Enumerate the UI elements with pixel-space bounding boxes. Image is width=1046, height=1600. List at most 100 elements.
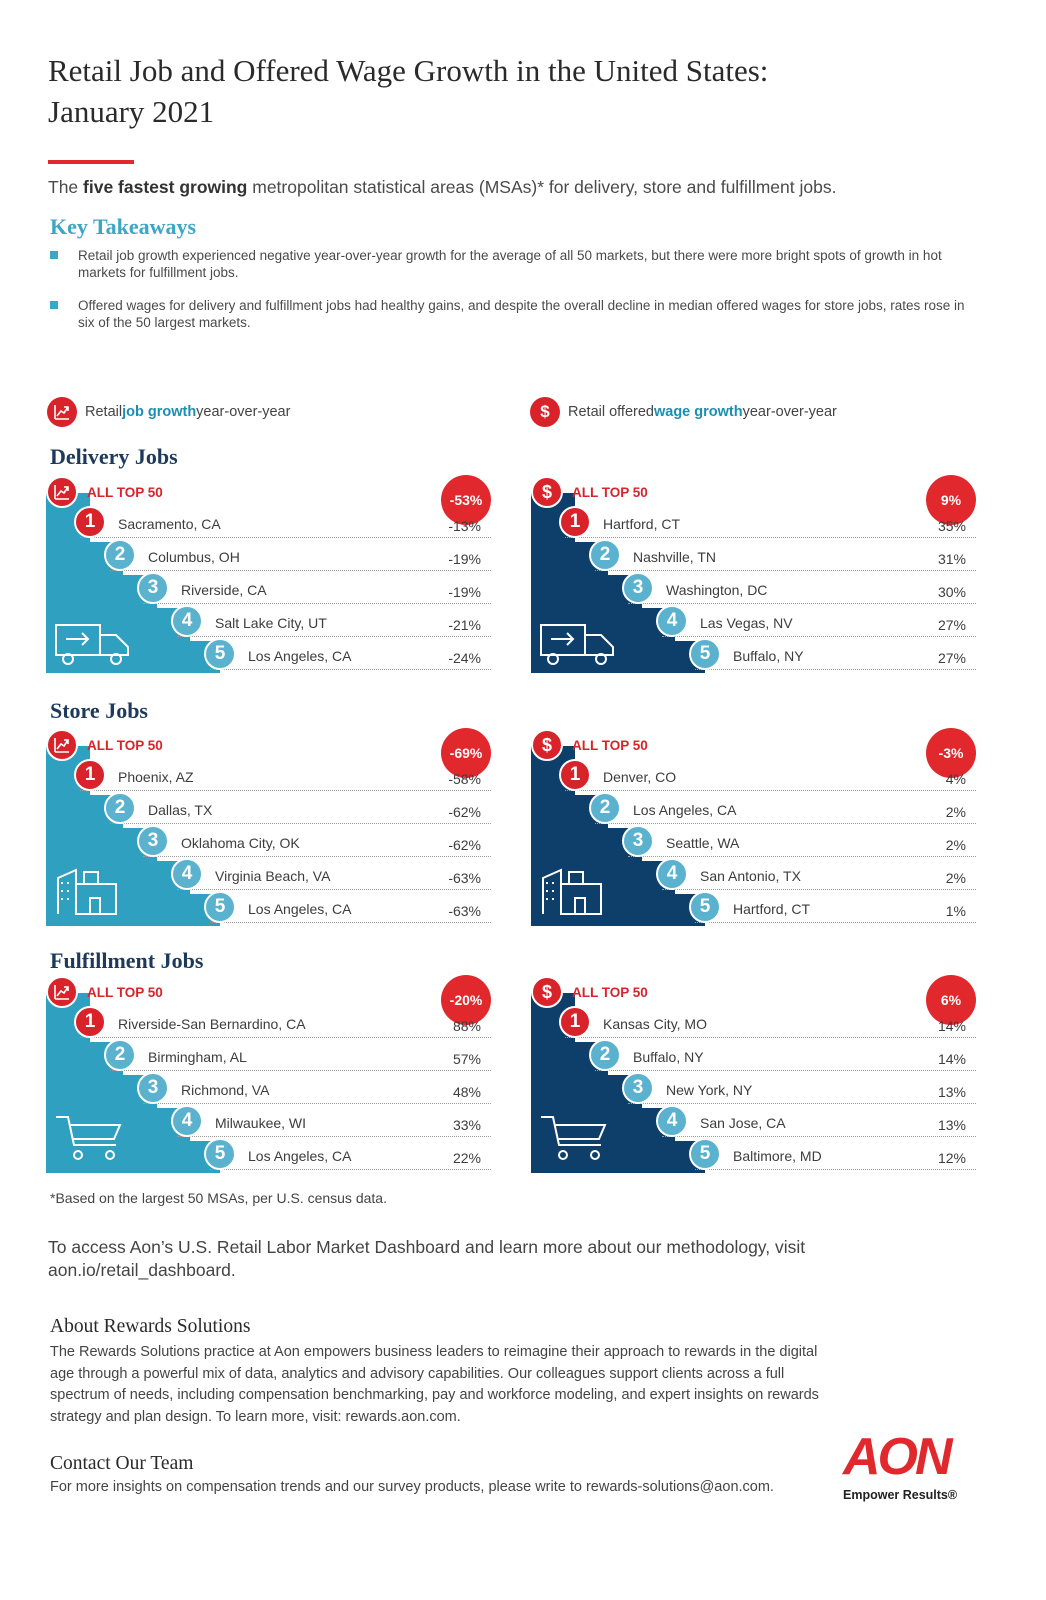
title-divider: [48, 160, 134, 164]
trend-up-icon: [47, 397, 77, 427]
growth-value: -63%: [448, 903, 481, 919]
footnote: *Based on the largest 50 MSAs, per U.S. …: [50, 1190, 387, 1206]
about-body: The Rewards Solutions practice at Aon em…: [50, 1344, 819, 1425]
rank-badge: 4: [656, 858, 688, 890]
growth-value: 31%: [937, 551, 966, 567]
growth-value: 14%: [937, 1051, 966, 1067]
msa-name: Milwaukee, WI: [215, 1115, 307, 1131]
growth-value: 13%: [937, 1084, 966, 1100]
ranking-row: [210, 637, 491, 670]
rank-badge: 1: [559, 1006, 591, 1038]
panel-fulfillment-jobs-job: ALL TOP 50 -20% 1 Riverside-San Bernardino,…: [46, 975, 491, 1173]
section-title-delivery: Delivery Jobs: [50, 444, 178, 469]
store-building-icon: [539, 864, 605, 921]
msa-name: Oklahoma City, OK: [181, 835, 300, 851]
bullet-square-icon: [50, 251, 58, 259]
msa-name: Buffalo, NY: [733, 648, 804, 664]
msa-name: Dallas, TX: [148, 802, 213, 818]
ranking-row: [80, 758, 491, 791]
legend-job-hl: job growth: [122, 404, 197, 420]
intro-bold: five fastest growing: [83, 177, 248, 197]
ranking-row: [662, 1104, 976, 1137]
growth-value: 4%: [945, 771, 966, 787]
contact-title: Contact Our Team: [50, 1453, 194, 1474]
all-top-50-label: ALL TOP 50: [87, 738, 163, 753]
growth-value: 27%: [937, 617, 966, 633]
rank-badge: 5: [689, 891, 721, 923]
msa-name: Nashville, TN: [633, 549, 716, 565]
ranking-row: [110, 791, 491, 824]
growth-value: 33%: [452, 1117, 481, 1133]
growth-value: 27%: [937, 650, 966, 666]
dollar-icon: $: [530, 397, 560, 427]
msa-name: San Antonio, TX: [700, 868, 801, 884]
all-top-50-label: ALL TOP 50: [572, 738, 648, 753]
ranking-row: [80, 505, 491, 538]
growth-value: 2%: [945, 870, 966, 886]
ranking-row: [565, 505, 976, 538]
growth-value: -24%: [448, 650, 481, 666]
msa-name: Riverside, CA: [181, 582, 267, 598]
ranking-row: [143, 1071, 491, 1104]
legend-wage-growth: $ Retail offered wage growth year-over-y…: [530, 397, 837, 427]
legend-job-post: year-over-year: [196, 404, 291, 420]
section-title-fulfillment: Fulfillment Jobs: [50, 948, 204, 973]
rank-badge: 3: [622, 1072, 654, 1104]
ranking-row: [695, 890, 976, 923]
msa-name: Seattle, WA: [666, 835, 740, 851]
msa-name: Los Angeles, CA: [248, 901, 352, 917]
rank-badge: 3: [137, 572, 169, 604]
msa-name: New York, NY: [666, 1082, 753, 1098]
rank-badge: 1: [74, 1006, 106, 1038]
growth-value: -58%: [448, 771, 481, 787]
rank-badge: 3: [622, 572, 654, 604]
msa-name: Las Vegas, NV: [700, 615, 793, 631]
ranking-row: [628, 571, 976, 604]
intro-text: The five fastest growing metropolitan st…: [48, 177, 998, 198]
rank-badge: 4: [656, 605, 688, 637]
growth-value: 13%: [937, 1117, 966, 1133]
ranking-row: [210, 890, 491, 923]
all-top-50-badge: -53%: [441, 475, 491, 525]
growth-value: -13%: [448, 518, 481, 534]
rank-badge: 5: [204, 891, 236, 923]
ranking-row: [177, 857, 491, 890]
ranking-row: [177, 604, 491, 637]
stair-step: [531, 641, 705, 673]
legend-job-pre: Retail: [85, 404, 123, 420]
growth-value: -62%: [448, 804, 481, 820]
msa-name: Los Angeles, CA: [633, 802, 737, 818]
rank-badge: 3: [137, 825, 169, 857]
dollar-icon: $: [531, 976, 563, 1008]
aon-logo: AON Empower Results®: [843, 1430, 973, 1502]
rank-badge: 2: [104, 539, 136, 571]
rank-badge: 2: [589, 539, 621, 571]
rank-badge: 1: [74, 759, 106, 791]
dashboard-access-text: To access Aon’s U.S. Retail Labor Market…: [48, 1237, 806, 1280]
ranking-row: [110, 538, 491, 571]
growth-value: 22%: [452, 1150, 481, 1166]
msa-name: Los Angeles, CA: [248, 648, 352, 664]
rank-badge: 2: [589, 1039, 621, 1071]
dollar-icon: $: [531, 729, 563, 761]
all-top-50-badge: 6%: [926, 975, 976, 1025]
growth-value: 1%: [945, 903, 966, 919]
shopping-cart-icon: [54, 1111, 124, 1168]
delivery-truck-icon: [539, 619, 617, 672]
rank-badge: 5: [204, 1138, 236, 1170]
legend-job-growth: Retail job growth year-over-year: [47, 397, 290, 427]
msa-name: Hartford, CT: [733, 901, 811, 917]
rank-badge: 4: [171, 858, 203, 890]
ranking-row: [80, 1005, 491, 1038]
about-title: About Rewards Solutions: [50, 1316, 251, 1337]
rank-badge: 2: [104, 792, 136, 824]
takeaway-bullet: Offered wages for delivery and fulfillme…: [50, 297, 980, 331]
rank-badge: 1: [74, 506, 106, 538]
all-top-50-badge: -20%: [441, 975, 491, 1025]
trend-up-icon: [46, 476, 78, 508]
growth-value: 48%: [452, 1084, 481, 1100]
all-top-50-label: ALL TOP 50: [572, 985, 648, 1000]
msa-name: Phoenix, AZ: [118, 769, 194, 785]
takeaway-text: Offered wages for delivery and fulfillme…: [78, 298, 965, 330]
msa-name: Birmingham, AL: [148, 1049, 247, 1065]
